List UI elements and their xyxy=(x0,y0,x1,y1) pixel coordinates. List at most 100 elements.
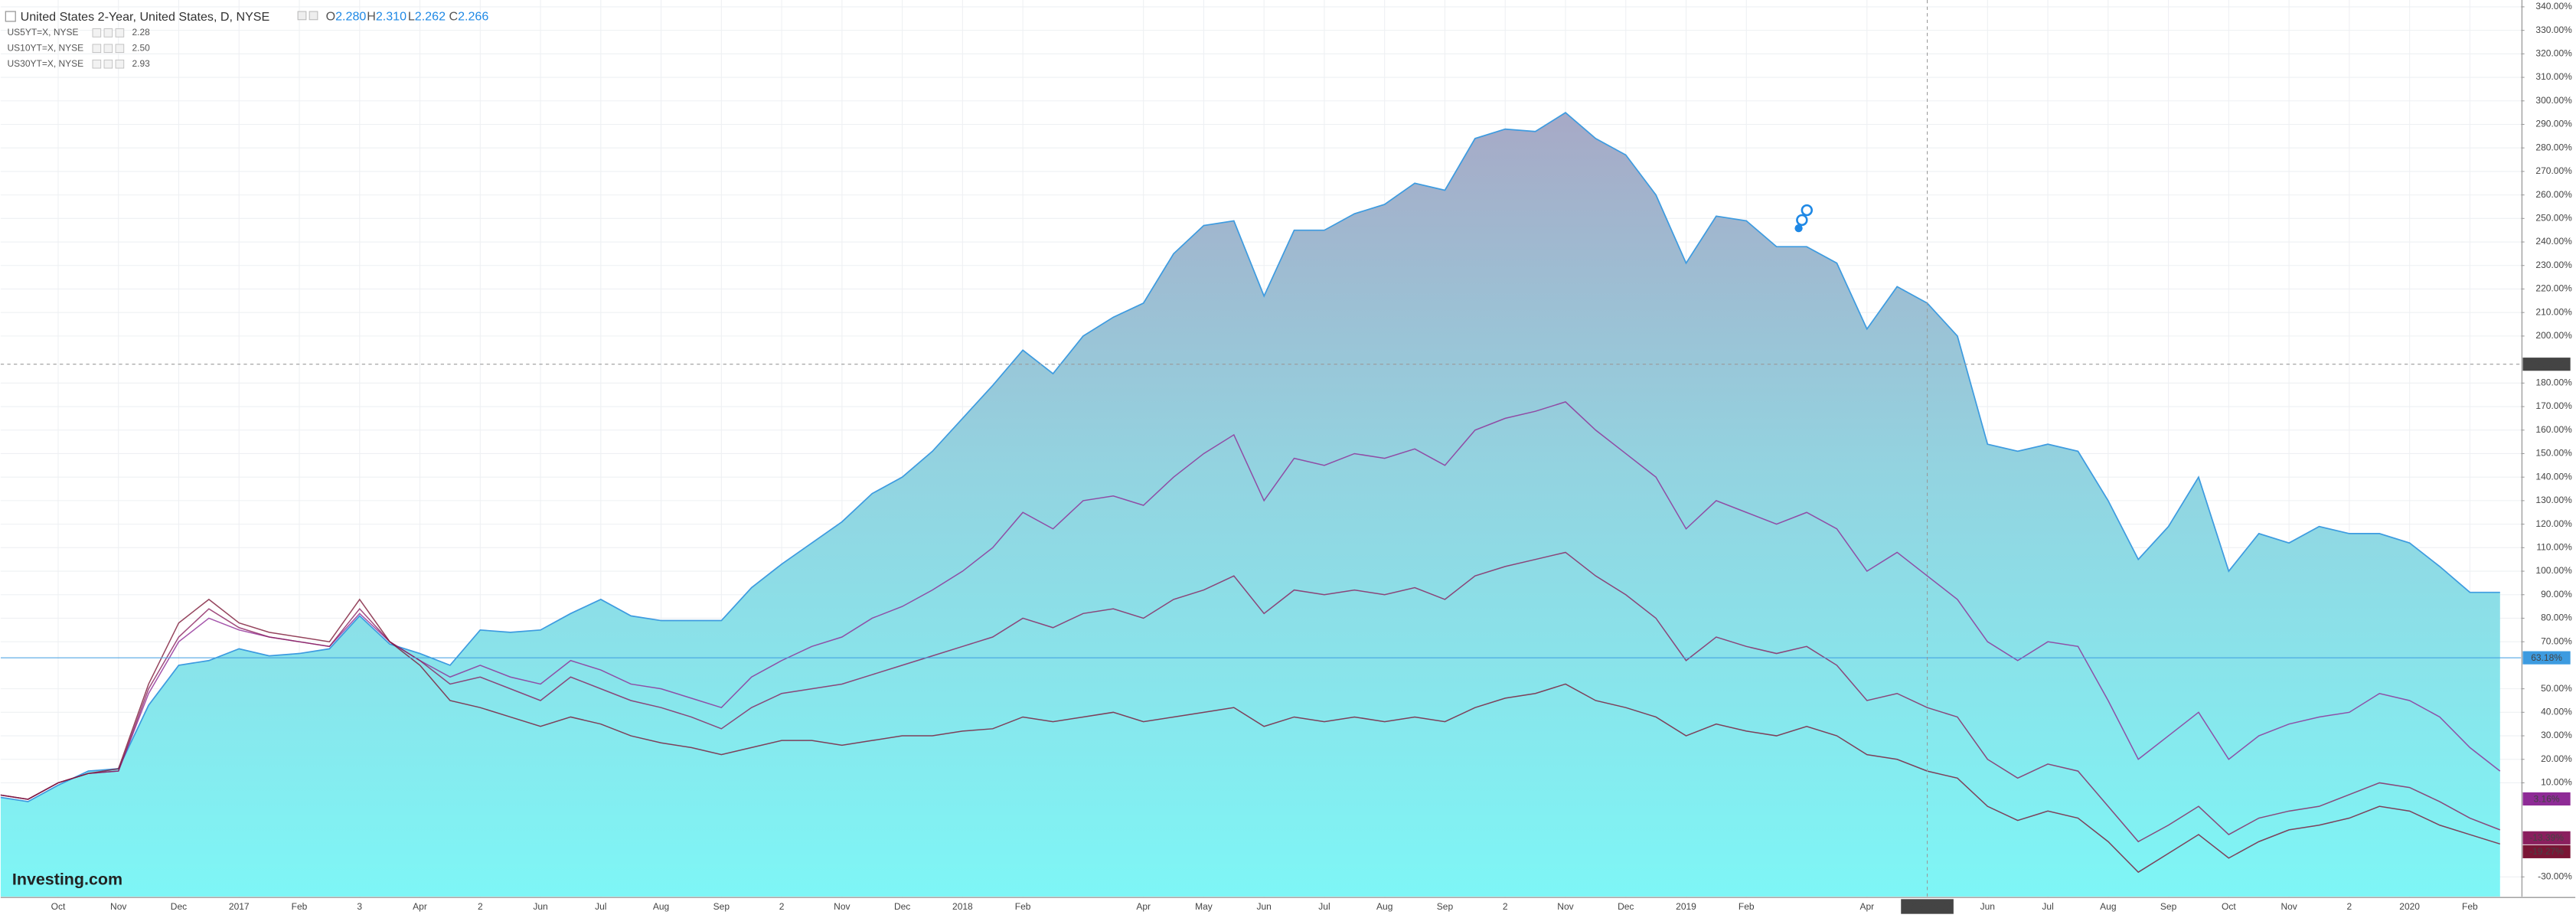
ohlc-item: O2.280 xyxy=(326,10,367,24)
y-tick-label: 320.00% xyxy=(2535,48,2572,59)
legend-icon xyxy=(103,59,113,69)
y-tick-label: 330.00% xyxy=(2535,25,2572,35)
y-tick-label: 300.00% xyxy=(2535,95,2572,106)
y-tick-label: 200.00% xyxy=(2535,330,2572,341)
x-tick-label: Feb xyxy=(1015,901,1031,912)
x-tick-label: Oct xyxy=(2222,901,2236,912)
ohlc-label: H xyxy=(367,10,376,24)
y-tick-label: 30.00% xyxy=(2541,730,2572,740)
x-tick-label: Dec xyxy=(171,901,187,912)
x-tick-label: Apr xyxy=(1859,901,1874,912)
y-tick-label: 70.00% xyxy=(2541,635,2572,646)
legend-icon xyxy=(115,44,125,54)
x-tick-label: 2 xyxy=(779,901,785,912)
legend-icon xyxy=(92,28,102,38)
axes: -30.00% 10.00% 20.00% 30.00% 40.00% 50.00% 70.… xyxy=(51,1,2572,914)
area-fill xyxy=(0,113,2500,897)
y-tick-label: 340.00% xyxy=(2535,1,2572,11)
y-tick-label: 180.00% xyxy=(2535,377,2572,387)
y-tick-label: 110.00% xyxy=(2536,541,2572,552)
x-tick-label: Sep xyxy=(2160,901,2177,912)
x-tick-label: Dec xyxy=(1618,901,1634,912)
pin-icon[interactable] xyxy=(1794,224,1803,233)
legend-value: 2.50 xyxy=(132,42,150,53)
ohlc-label: C xyxy=(449,10,458,24)
y-tick-label: 220.00% xyxy=(2535,283,2572,294)
x-tick-label: 2 xyxy=(478,901,483,912)
y-tick-label: 20.00% xyxy=(2541,753,2572,764)
x-tick-label: Nov xyxy=(1557,901,1573,912)
last-value-label: -13.39% xyxy=(2529,832,2564,843)
y-tick-label: 10.00% xyxy=(2541,777,2572,788)
legend: US5YT=X, NYSE 2.28 US10YT=X, NYSE 2.50 US30Y… xyxy=(7,27,150,69)
last-value-tag xyxy=(2522,651,2571,665)
x-tick-label: Jul xyxy=(2042,901,2053,912)
x-tick-label: Jun xyxy=(1257,901,1272,912)
ohlc-label: L xyxy=(408,10,415,24)
last-value-label: 3.16% xyxy=(2534,793,2560,804)
y-tick-label: 100.00% xyxy=(2535,565,2572,576)
x-tick-label: Sep xyxy=(713,901,730,912)
ohlc-value: 2.262 xyxy=(415,10,446,24)
pin-icon[interactable] xyxy=(1801,204,1814,217)
x-tick-label: 2020 xyxy=(2399,901,2420,912)
ohlc-label: O xyxy=(326,10,336,24)
pin-icon[interactable] xyxy=(1796,214,1808,227)
y-tick-label: 130.00% xyxy=(2535,495,2572,505)
x-tick-label: 3 xyxy=(357,901,362,912)
legend-value: 2.93 xyxy=(132,58,150,69)
x-tick-label: Aug xyxy=(1376,901,1392,912)
x-tick-label: Oct xyxy=(51,901,66,912)
x-tick-label: 2 xyxy=(1503,901,1508,912)
header: United States 2-Year, United States, D, … xyxy=(5,10,488,24)
x-tick-label: Jun xyxy=(1980,901,1995,912)
close-icon[interactable] xyxy=(309,11,318,21)
ohlc-value: 2.310 xyxy=(376,10,406,24)
settings-icon[interactable] xyxy=(297,11,307,21)
last-value-label: 63.18% xyxy=(2531,652,2562,663)
y-tick-label: 80.00% xyxy=(2541,613,2572,623)
crosshair-date-label: 2019-04-30 xyxy=(1904,901,1951,912)
x-tick-label: Jul xyxy=(595,901,606,912)
last-value-tag xyxy=(2522,792,2571,806)
event-pins xyxy=(1794,204,1814,233)
y-tick-label: 150.00% xyxy=(2535,448,2572,459)
y-tick-label: 260.00% xyxy=(2535,189,2572,200)
ohlc-value: 2.266 xyxy=(458,10,488,24)
y-tick-label: 40.00% xyxy=(2541,706,2572,717)
series-line xyxy=(0,598,2501,874)
legend-icon xyxy=(103,28,113,38)
y-tick-label: 290.00% xyxy=(2535,119,2572,129)
x-tick-label: 2019 xyxy=(1676,901,1696,912)
x-tick-label: 2018 xyxy=(952,901,973,912)
legend-name: US30YT=X, NYSE xyxy=(7,58,83,69)
ohlc-item: C2.266 xyxy=(449,10,488,24)
last-value-label: -19.27% xyxy=(2529,846,2564,857)
legend-icon xyxy=(115,59,125,69)
crosshair-value-tag xyxy=(2522,358,2571,371)
x-tick-label: Aug xyxy=(653,901,669,912)
y-tick-label: 270.00% xyxy=(2535,165,2572,176)
y-tick-label: 250.00% xyxy=(2535,213,2572,224)
x-tick-label: Sep xyxy=(1437,901,1454,912)
collapse-icon[interactable] xyxy=(5,11,16,22)
logo: Investing.com xyxy=(12,870,122,888)
y-tick-label: 160.00% xyxy=(2535,424,2572,435)
y-tick-label: 50.00% xyxy=(2541,683,2572,694)
legend-name: US10YT=X, NYSE xyxy=(7,42,83,53)
legend-name: US5YT=X, NYSE xyxy=(7,27,78,38)
y-tick-label: 90.00% xyxy=(2541,589,2572,599)
x-tick-label: Aug xyxy=(2100,901,2116,912)
x-tick-label: Dec xyxy=(894,901,910,912)
instrument-title: United States 2-Year, United States, D, … xyxy=(21,10,270,24)
crosshair-value-label: 188.027 xyxy=(2530,358,2564,369)
x-tick-label: Feb xyxy=(1739,901,1755,912)
x-tick-label: Feb xyxy=(2462,901,2478,912)
legend-icon xyxy=(103,44,113,54)
x-tick-label: Nov xyxy=(834,901,850,912)
area-line xyxy=(0,112,2500,802)
legend-icon xyxy=(92,44,102,54)
last-value-tag xyxy=(2522,844,2571,858)
